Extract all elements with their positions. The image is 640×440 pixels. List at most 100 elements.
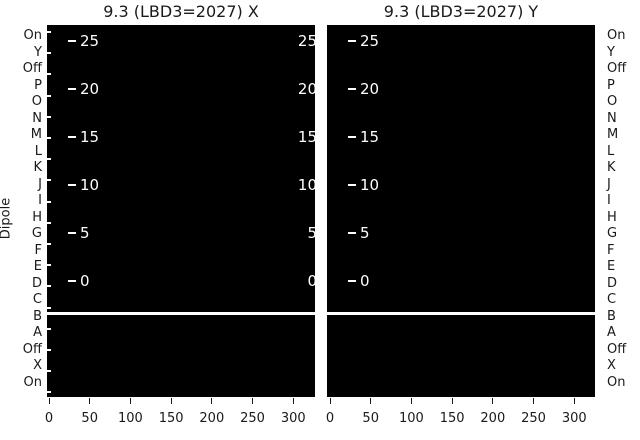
x-axis-ticklabel: 250: [240, 411, 265, 426]
dipole-row-label: Off: [607, 341, 627, 357]
inner-edge-tick: [47, 306, 51, 309]
inner-scale-label: 20: [360, 80, 380, 98]
dipole-row-label: Y: [607, 44, 615, 60]
dipole-row-label: Off: [607, 61, 627, 76]
inner-edge-tick: [47, 179, 51, 182]
x-axis-tick: [533, 398, 535, 404]
dipole-row-label: Off: [22, 61, 42, 76]
dipole-row-label: On: [23, 28, 42, 43]
x-axis-ticklabel: 250: [521, 411, 546, 426]
dipole-row-label: On: [607, 28, 626, 43]
row-separator-line: [327, 312, 595, 315]
inner-scale-tick: [68, 232, 76, 234]
x-axis-ticklabel: 100: [398, 411, 424, 426]
x-axis-tick: [292, 398, 294, 404]
heatmap-panel-x: 25 25 20 20 15 15 10 10 5 5 0 0: [47, 25, 315, 397]
clipped-scale-label: 15: [297, 128, 315, 146]
x-axis-tick: [89, 398, 91, 404]
clipped-scale-label: 5: [307, 224, 315, 242]
inner-scale-tick: [348, 232, 356, 234]
x-axis-tick: [410, 398, 412, 404]
dipole-row-label: Y: [34, 44, 42, 60]
inner-edge-tick: [47, 31, 51, 33]
dipole-row-label: I: [38, 193, 42, 208]
dipole-row-label: D: [607, 275, 618, 291]
x-axis-ticklabel: 0: [44, 411, 54, 426]
dipole-row-label: P: [34, 77, 42, 93]
x-axis-tick: [48, 398, 50, 404]
inner-edge-tick: [47, 285, 51, 288]
x-axis-ticklabel: 300: [561, 411, 587, 426]
inner-scale-label: 25: [80, 32, 100, 50]
inner-edge-tick: [47, 52, 51, 55]
x-axis-tick: [170, 398, 172, 404]
inner-edge-tick: [47, 221, 51, 224]
dipole-row-label: On: [607, 374, 626, 390]
dipole-row-label: K: [607, 160, 616, 175]
inner-edge-tick: [47, 94, 51, 97]
inner-scale-label: 10: [80, 176, 100, 194]
inner-edge-tick: [47, 370, 51, 373]
x-axis-ticklabel: 100: [117, 411, 143, 426]
dipole-row-label: X: [607, 358, 616, 373]
dipole-row-label: On: [23, 374, 42, 390]
dipole-row-label: N: [607, 110, 617, 126]
panel-right-title: 9.3 (LBD3=2027) Y: [383, 2, 539, 21]
inner-scale-tick: [348, 280, 356, 282]
inner-edge-tick: [47, 243, 51, 245]
heatmap-panel-y: 25 20 15 10 5 0: [327, 25, 595, 397]
dipole-row-label: F: [607, 242, 615, 258]
dipole-row-label: M: [30, 127, 42, 142]
inner-scale-tick: [68, 280, 76, 282]
clipped-scale-label: 10: [297, 176, 315, 194]
dipole-row-label: J: [38, 176, 42, 192]
dipole-row-label: A: [33, 325, 42, 340]
x-axis-ticklabel: 150: [158, 411, 184, 426]
dipole-row-label: B: [607, 308, 616, 324]
inner-scale-label: 25: [360, 32, 380, 50]
x-axis-ticklabel: 200: [480, 411, 506, 426]
dipole-row-label: H: [32, 209, 42, 225]
inner-edge-tick: [47, 158, 51, 161]
x-axis-ticklabel: 50: [81, 411, 98, 426]
dipole-row-label: D: [31, 275, 42, 291]
clipped-scale-label: 25: [297, 32, 315, 50]
dipole-row-label: A: [607, 325, 616, 340]
clipped-scale-label: 0: [307, 272, 315, 290]
dipole-row-label: G: [607, 226, 618, 241]
inner-scale-label: 5: [80, 224, 90, 242]
inner-edge-tick: [47, 264, 51, 267]
inner-scale-tick: [68, 40, 76, 42]
x-axis-ticklabel: 50: [362, 411, 379, 426]
inner-scale-tick: [68, 184, 76, 186]
x-axis-ticklabel: 0: [325, 411, 335, 426]
x-axis-ticklabel: 200: [199, 411, 225, 426]
inner-scale-tick: [348, 184, 356, 186]
x-axis-tick: [252, 398, 254, 404]
x-axis-ticklabel: 150: [439, 411, 465, 426]
x-axis-ticklabel: 300: [280, 411, 306, 426]
inner-scale-tick: [348, 136, 356, 138]
inner-edge-tick: [47, 349, 51, 351]
dipole-row-label: P: [607, 77, 615, 93]
x-axis-tick: [129, 398, 131, 404]
dipole-row-label: O: [607, 94, 618, 109]
x-axis-tick: [211, 398, 213, 404]
inner-scale-label: 10: [360, 176, 380, 194]
inner-scale-label: 0: [360, 272, 370, 290]
dipole-row-label: F: [34, 242, 42, 258]
clipped-scale-label: 20: [297, 80, 315, 98]
inner-scale-tick: [348, 88, 356, 90]
dipole-row-label: E: [607, 259, 616, 274]
x-axis-tick: [573, 398, 575, 404]
row-separator-line: [47, 312, 315, 315]
dipole-row-label: J: [607, 176, 611, 192]
x-axis-tick: [329, 398, 331, 404]
inner-scale-label: 15: [360, 128, 380, 146]
inner-scale-label: 0: [80, 272, 90, 290]
inner-scale-tick: [68, 136, 76, 138]
inner-edge-tick: [47, 327, 51, 330]
inner-edge-tick: [47, 73, 51, 76]
inner-scale-label: 20: [80, 80, 100, 98]
